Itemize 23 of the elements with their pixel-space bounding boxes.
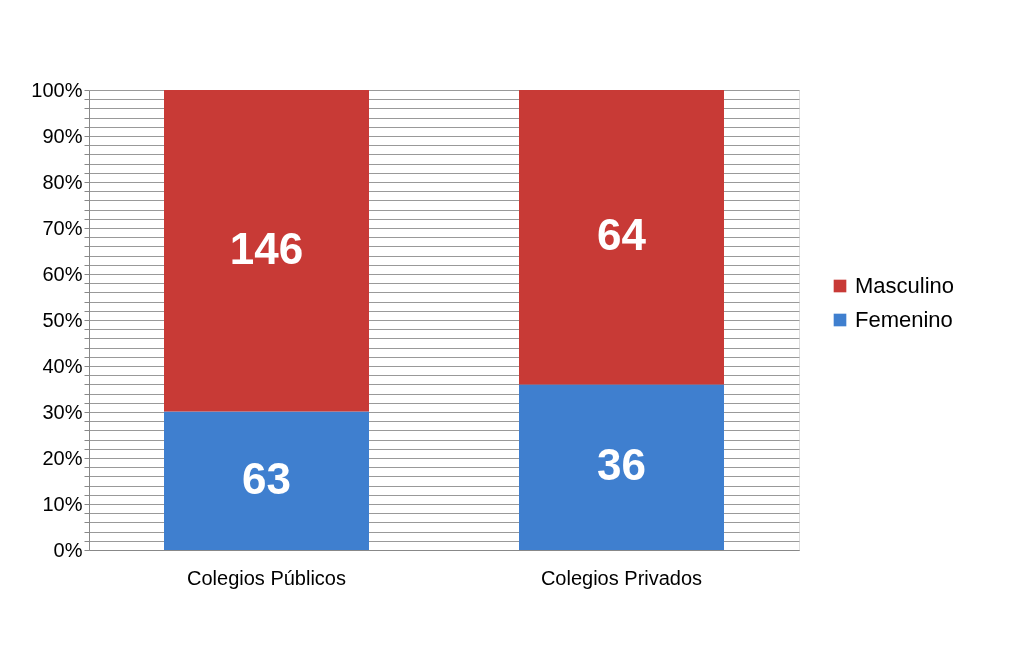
y-tick-label: 10%: [42, 492, 83, 515]
y-tick-label: 70%: [42, 216, 83, 239]
legend-label: Femenino: [855, 307, 953, 332]
y-tick-label: 20%: [42, 446, 83, 469]
y-tick-label: 80%: [42, 170, 83, 193]
bar: [164, 90, 369, 412]
y-tick-label: 40%: [42, 354, 83, 377]
y-tick-label: 50%: [42, 308, 83, 331]
bar: [519, 384, 724, 550]
y-tick-label: 60%: [42, 262, 83, 285]
annotation: 36: [597, 440, 646, 490]
x-tick-label: Colegios Públicos: [187, 566, 346, 589]
y-tick-label: 30%: [42, 400, 83, 423]
y-tick-label: 100%: [31, 78, 83, 101]
x-tick-label: Colegios Privados: [540, 566, 703, 589]
annotation: 64: [597, 210, 647, 260]
bar: [164, 411, 369, 550]
annotation: 146: [229, 223, 304, 273]
y-tick-label: 90%: [42, 124, 83, 147]
bar: [519, 90, 724, 385]
y-tick-label: 0%: [53, 538, 83, 561]
legend-label: Masculino: [855, 273, 955, 298]
annotation: 63: [242, 453, 291, 503]
